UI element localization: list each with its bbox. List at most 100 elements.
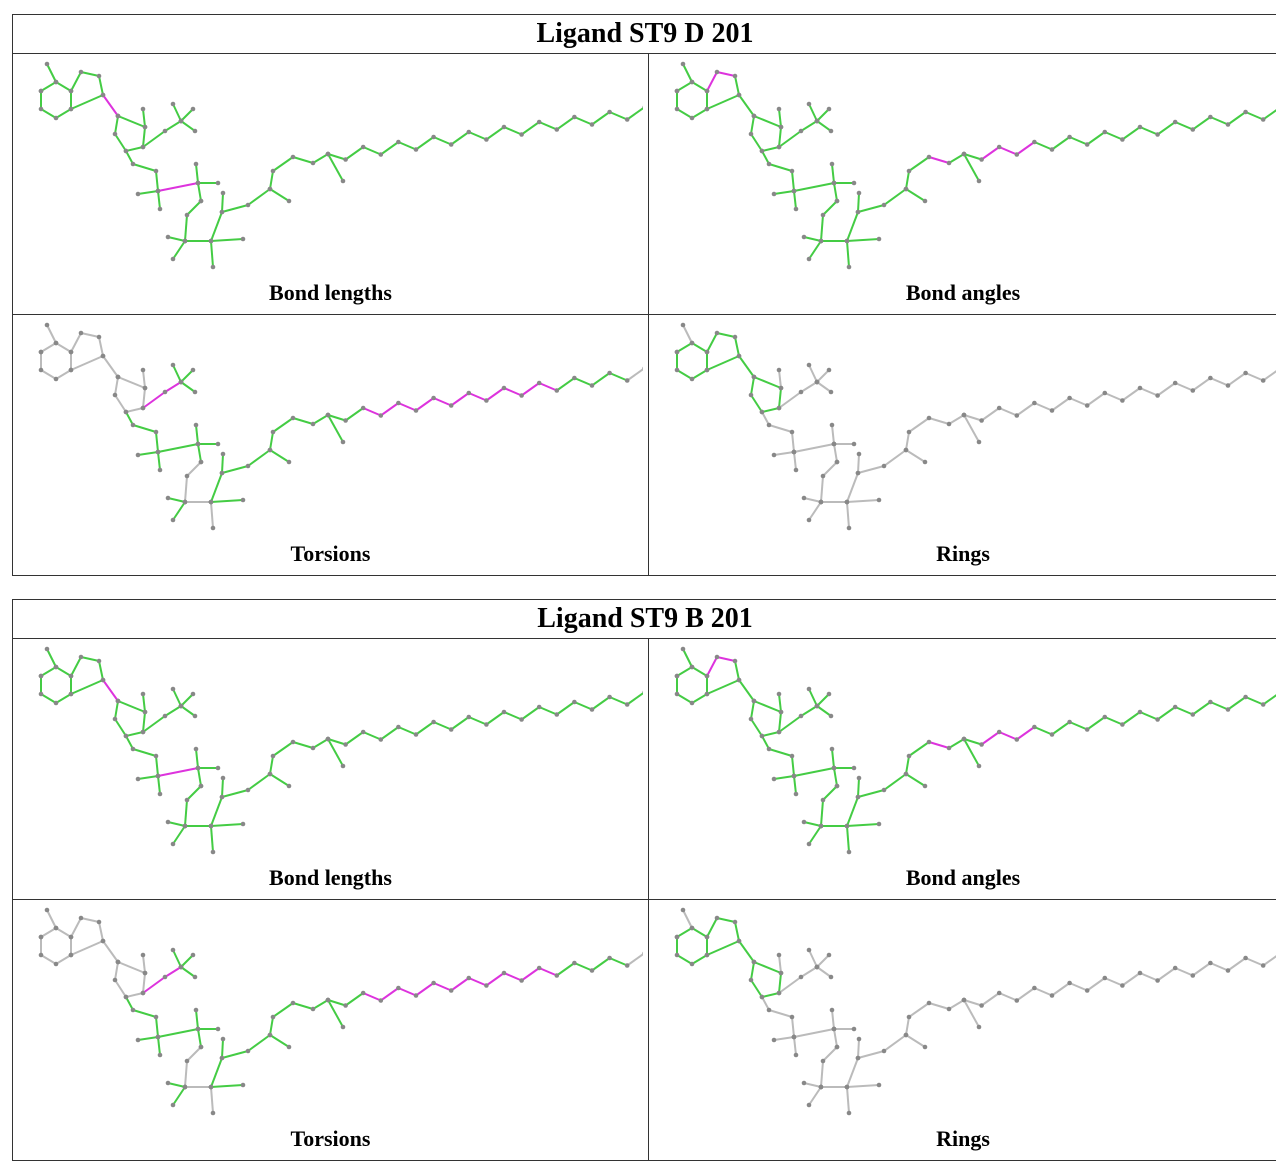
bond: [778, 715, 802, 733]
atom: [270, 429, 276, 435]
bond: [210, 1084, 244, 1088]
bond: [750, 979, 763, 998]
bond: [816, 966, 832, 978]
atom: [704, 934, 710, 940]
atom: [946, 745, 952, 751]
atom: [642, 690, 643, 694]
atom: [53, 115, 59, 121]
bond: [221, 204, 249, 213]
bond: [142, 972, 146, 994]
atom: [68, 952, 74, 958]
atom: [466, 390, 472, 396]
bond: [676, 927, 693, 938]
bond: [1069, 397, 1088, 407]
panel-caption: Bond lengths: [269, 280, 392, 305]
atom: [195, 441, 201, 447]
atom: [484, 137, 489, 142]
bond: [831, 163, 835, 184]
atom: [53, 961, 59, 967]
atom: [343, 742, 348, 747]
bond: [114, 979, 127, 998]
bond: [1034, 402, 1053, 412]
bond: [433, 397, 452, 407]
atom: [732, 658, 738, 664]
bond: [155, 431, 159, 453]
bond: [184, 1060, 188, 1088]
atom: [1084, 727, 1090, 732]
bond: [102, 679, 119, 702]
atom: [1155, 978, 1160, 983]
bond: [706, 332, 718, 353]
atom: [624, 702, 630, 707]
bond: [269, 755, 274, 775]
atom: [198, 459, 204, 465]
bond: [345, 146, 364, 161]
bond: [221, 192, 224, 213]
bond: [905, 755, 910, 775]
bond: [591, 372, 611, 387]
bond: [753, 700, 782, 713]
atom: [135, 776, 141, 782]
atom: [290, 154, 296, 160]
bond: [210, 499, 244, 503]
atom: [748, 977, 754, 983]
atom: [215, 765, 221, 771]
atom: [642, 105, 643, 109]
atom: [828, 128, 834, 134]
atom: [979, 1003, 984, 1008]
panel-grid: Bond lengths Bond angles Torsions Rings: [13, 639, 1276, 1161]
atom: [536, 380, 542, 386]
atom: [829, 422, 835, 428]
bond: [125, 735, 134, 750]
bond: [167, 821, 186, 827]
atom: [876, 497, 882, 503]
bond: [808, 364, 818, 383]
bond: [1227, 111, 1247, 126]
bond: [468, 131, 487, 141]
atom: [814, 964, 820, 970]
bond: [292, 741, 314, 749]
atom: [1049, 993, 1055, 998]
atom: [208, 499, 214, 505]
atom: [68, 367, 74, 373]
atom: [778, 709, 784, 715]
atom: [714, 330, 720, 336]
atom: [759, 733, 765, 739]
atom: [844, 1084, 850, 1090]
bond: [142, 126, 146, 148]
atom: [220, 1036, 226, 1042]
atom: [484, 983, 489, 988]
bond: [98, 336, 104, 357]
atom: [210, 264, 216, 270]
atom: [466, 129, 472, 135]
atom: [290, 1000, 296, 1006]
bond: [676, 666, 693, 677]
bond: [269, 449, 290, 463]
bond: [40, 342, 57, 353]
bond: [831, 748, 835, 769]
atom: [903, 771, 909, 777]
atom: [820, 797, 826, 803]
atom: [674, 673, 680, 679]
bond: [734, 921, 740, 942]
bond: [327, 153, 344, 182]
bond: [1086, 716, 1106, 731]
bond: [1016, 141, 1035, 156]
atom: [906, 1014, 912, 1020]
bond: [750, 700, 755, 720]
atom: [53, 925, 59, 931]
bond: [415, 136, 435, 151]
atom: [142, 970, 148, 976]
panel-caption: Torsions: [290, 1126, 371, 1151]
atom: [184, 1058, 190, 1064]
bond: [485, 126, 505, 141]
atom: [1049, 147, 1055, 152]
atom: [789, 429, 795, 435]
bond: [793, 190, 797, 210]
bond: [1210, 962, 1229, 972]
bond: [928, 417, 950, 425]
bond: [142, 711, 146, 733]
bond: [791, 755, 795, 777]
atom: [1208, 114, 1213, 120]
atom: [789, 753, 795, 759]
